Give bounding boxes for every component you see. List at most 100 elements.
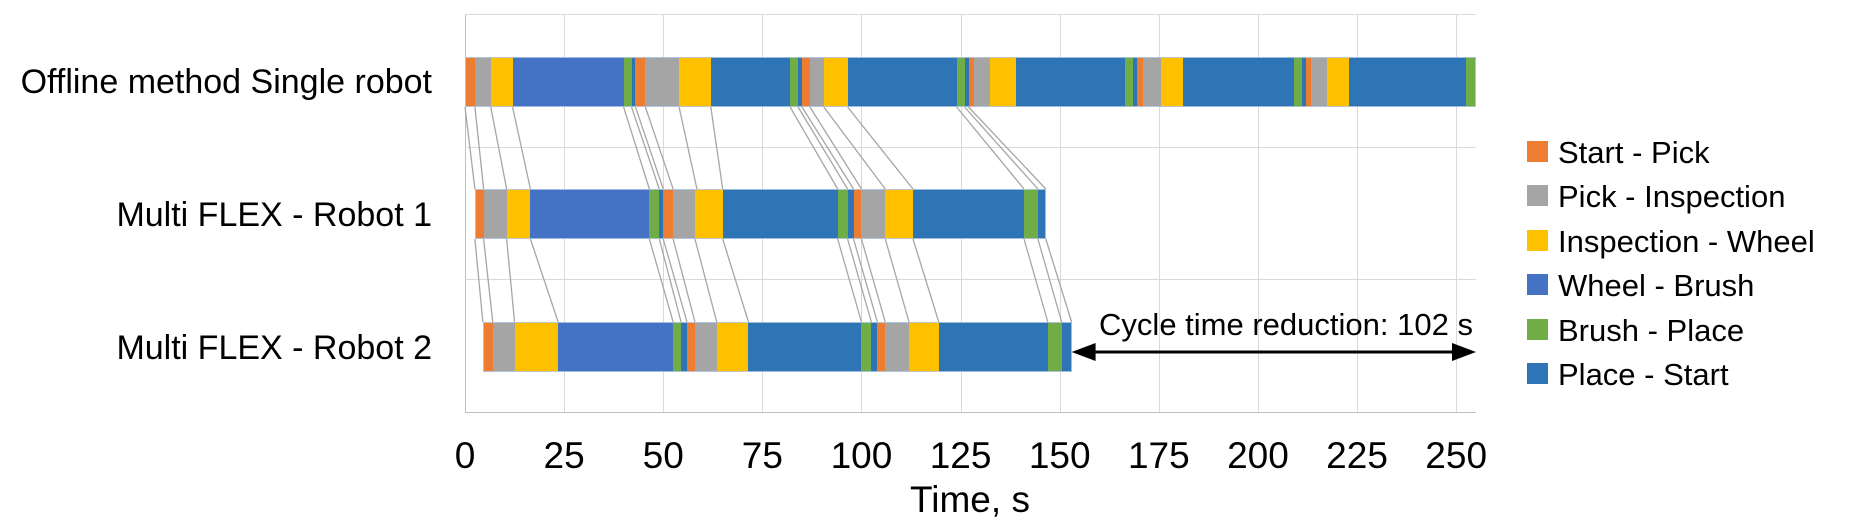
bar-row-0-segment-inspection_wheel	[679, 57, 711, 107]
connector-line	[710, 106, 724, 190]
plot-top-border	[465, 14, 1476, 15]
row-label-offline-single-robot: Offline method Single robot	[20, 63, 432, 101]
connector-line	[860, 238, 886, 323]
bar-row-2-segment-pick_inspection	[694, 322, 717, 372]
connector-line	[662, 238, 688, 323]
connector-line	[648, 238, 674, 323]
connector-line	[809, 106, 863, 190]
bar-row-0-segment-start_pick	[635, 57, 646, 107]
connector-line	[852, 238, 878, 323]
bar-row-0-segment-place_start	[1016, 57, 1126, 107]
bar-row-1-segment-wheel_brush	[530, 189, 650, 239]
connector-line	[789, 106, 839, 190]
connector-line	[968, 106, 1047, 190]
bar-row-2-segment-place_start	[938, 322, 1048, 372]
tick-label-250: 250	[1425, 435, 1488, 476]
bar-row-0-segment-inspection_wheel	[490, 57, 513, 107]
tick-label-0: 0	[454, 435, 476, 476]
gridline-vertical-200	[1257, 14, 1259, 412]
bar-row-0-segment-inspection_wheel	[1327, 57, 1350, 107]
bar-row-2-segment-start_pick	[687, 322, 695, 372]
connector-line	[490, 106, 508, 190]
bar-row-0-segment-place_start	[847, 57, 957, 107]
legend-label-brush_place: Brush - Place	[1558, 312, 1745, 348]
bar-row-2-segment-inspection_wheel	[716, 322, 749, 372]
tick-label-125: 125	[929, 435, 992, 476]
bar-row-2-segment-place_start	[748, 322, 862, 372]
legend-label-start_pick: Start - Pick	[1558, 135, 1710, 170]
bar-row-0-segment-pick_inspection	[645, 57, 680, 107]
legend-label-inspection_wheel: Inspection - Wheel	[1558, 223, 1815, 259]
bar-row-0-segment-pick_inspection	[474, 57, 491, 107]
connector-line	[474, 106, 485, 190]
bar-row-2-segment-wheel_brush	[558, 322, 674, 372]
bar-row-0-segment-inspection_wheel	[1160, 57, 1183, 107]
legend-swatch-place_start	[1527, 363, 1548, 384]
bar-row-2-segment-start_pick	[482, 322, 493, 372]
connector-line	[956, 106, 1025, 190]
bar-row-0-segment-inspection_wheel	[823, 57, 848, 107]
row-label-multi-flex-robot-1: Multi FLEX - Robot 1	[116, 196, 432, 234]
arrowhead	[1452, 343, 1476, 361]
bar-row-1-segment-inspection_wheel	[506, 189, 531, 239]
bar-row-0-segment-start_pick	[968, 57, 975, 107]
bar-row-1-segment-brush_place	[1024, 189, 1038, 239]
legend-swatch-inspection_wheel	[1527, 229, 1548, 251]
bar-row-0-segment-start_pick	[802, 57, 810, 107]
bar-row-0-segment-brush_place	[1293, 57, 1302, 107]
bar-row-1-segment-brush_place	[837, 189, 848, 239]
bar-row-1-segment-pick_inspection	[483, 189, 507, 239]
bar-row-1-segment-place_start	[1037, 189, 1046, 239]
bar-row-2-segment-pick_inspection	[885, 322, 910, 372]
bar-row-1-segment-place_start	[659, 189, 664, 239]
connector-line	[823, 106, 886, 190]
bar-row-0-segment-pick_inspection	[1311, 57, 1328, 107]
connector-line	[694, 238, 718, 323]
bar-row-0-segment-start_pick	[1137, 57, 1143, 107]
bar-row-1-segment-inspection_wheel	[694, 189, 723, 239]
bar-row-2-segment-pick_inspection	[492, 322, 515, 372]
bar-row-1-segment-brush_place	[649, 189, 660, 239]
cycle-time-reduction-label: Cycle time reduction: 102 s	[1099, 307, 1473, 342]
bar-row-2-segment-inspection_wheel	[514, 322, 559, 372]
gridline-vertical-175	[1158, 14, 1160, 412]
gridline-vertical-250	[1456, 14, 1458, 412]
connector-line	[634, 106, 664, 190]
legend-swatch-pick_inspection	[1527, 185, 1548, 207]
bar-row-0-segment-pick_inspection	[974, 57, 991, 107]
bar-row-0-segment-start_pick	[465, 57, 475, 107]
tick-label-175: 175	[1127, 435, 1190, 476]
gridline-vertical-150	[1059, 14, 1061, 412]
tick-label-225: 225	[1326, 435, 1388, 476]
bar-row-2-segment-brush_place	[861, 322, 872, 372]
bar-row-1-segment-place_start	[913, 189, 1024, 239]
bar-row-2-segment-start_pick	[877, 322, 886, 372]
connector-line	[464, 106, 476, 190]
legend-swatch-wheel_brush	[1527, 274, 1548, 296]
connector-line	[505, 238, 516, 323]
connector-line	[884, 238, 910, 323]
connector-line	[678, 106, 698, 190]
legend-label-pick_inspection: Pick - Inspection	[1558, 179, 1786, 215]
bar-row-1-segment-place_start	[847, 189, 854, 239]
x-axis-line	[465, 412, 1476, 413]
arrowhead	[1071, 343, 1096, 361]
connector-line	[797, 106, 849, 190]
gridline-vertical-0	[465, 14, 466, 412]
connector-line	[846, 238, 873, 323]
tick-label-150: 150	[1028, 435, 1091, 476]
bar-row-1-segment-start_pick	[853, 189, 862, 239]
tick-label-25: 25	[543, 435, 585, 476]
bar-row-0-segment-brush_place	[790, 57, 799, 107]
connector-line	[672, 238, 696, 323]
legend-label-wheel_brush: Wheel - Brush	[1558, 268, 1755, 304]
bar-row-1-segment-place_start	[722, 189, 838, 239]
bar-row-2-segment-inspection_wheel	[909, 322, 939, 372]
bar-row-1-segment-start_pick	[663, 189, 674, 239]
tick-label-50: 50	[642, 435, 684, 476]
connector-line	[912, 238, 940, 323]
connector-line	[622, 106, 650, 190]
bar-row-0-segment-wheel_brush	[512, 57, 624, 107]
